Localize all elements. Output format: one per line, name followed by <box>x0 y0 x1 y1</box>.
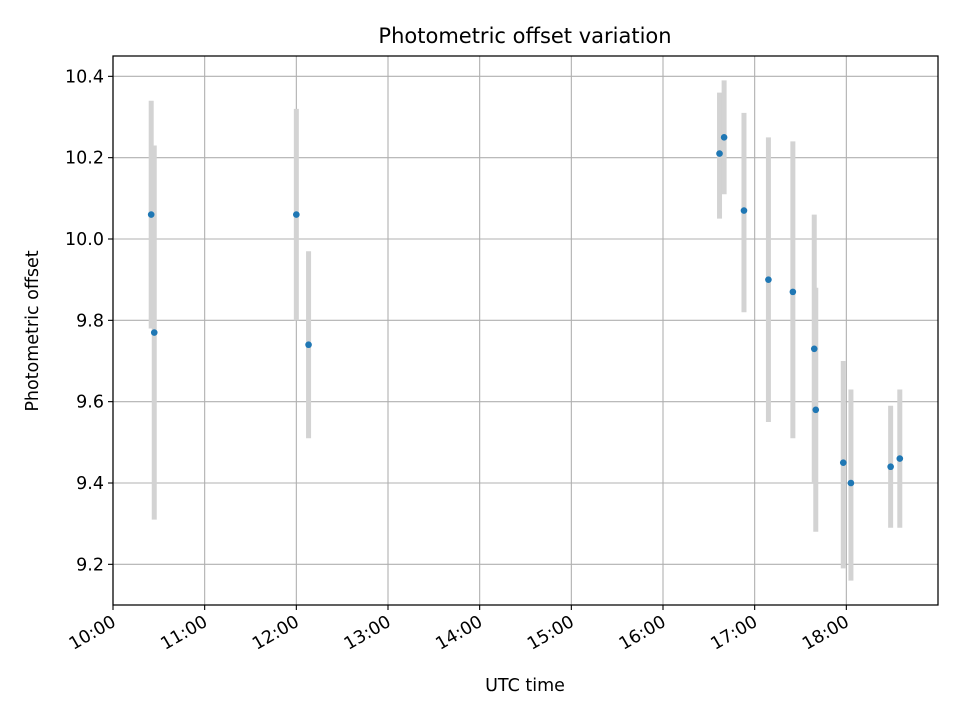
y-axis-label: Photometric offset <box>23 250 43 411</box>
data-point <box>847 479 855 487</box>
data-point <box>147 211 155 218</box>
data-point <box>887 463 894 471</box>
y-tick-label: 9.2 <box>76 555 104 575</box>
y-tick-label: 10.4 <box>65 67 104 87</box>
data-point <box>765 276 772 283</box>
data-point <box>305 341 312 349</box>
y-axis-ticks: 9.2 9.4 9.6 9.8 10.0 10.2 10.4 <box>65 67 113 575</box>
x-axis-label: UTC time <box>485 676 565 696</box>
y-tick-label: 9.8 <box>76 311 104 331</box>
data-point <box>839 459 847 466</box>
data-point <box>150 329 158 336</box>
data-point <box>740 207 748 214</box>
y-tick-label: 9.6 <box>76 393 104 413</box>
data-point <box>810 345 818 353</box>
plot-frame <box>112 55 939 606</box>
y-tick-label: 10.0 <box>65 230 104 250</box>
y-tick-label: 10.2 <box>65 149 104 169</box>
y-tick-label: 9.4 <box>76 474 104 494</box>
chart-title: Photometric offset variation <box>378 24 671 48</box>
data-point <box>293 211 300 218</box>
data-points <box>147 134 904 487</box>
data-point <box>896 455 904 462</box>
data-point <box>789 288 797 296</box>
data-point <box>720 134 728 141</box>
data-point <box>716 150 723 157</box>
data-point <box>812 406 820 414</box>
